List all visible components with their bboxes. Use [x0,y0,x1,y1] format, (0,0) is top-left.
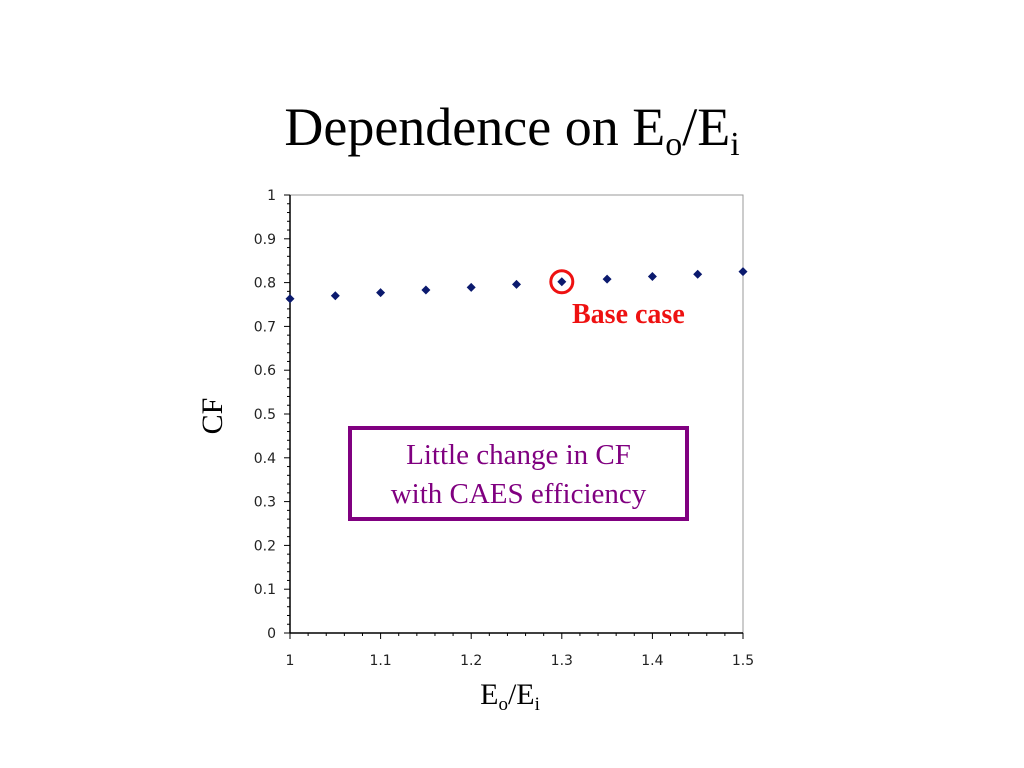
y-tick-label: 0.9 [254,232,276,248]
annotation-line-2: with CAES efficiency [390,478,647,510]
y-tick-label: 0.7 [254,319,276,335]
data-point [330,291,340,301]
data-point [693,269,703,279]
data-point [738,267,748,277]
annotation-box: Little change in CF with CAES efficiency [348,426,689,521]
x-tick-label: 1.1 [369,653,391,669]
y-tick-label: 0.2 [254,538,276,554]
x-tick-label: 1.2 [460,653,482,669]
base-case-circle [549,269,575,295]
plot-area [289,194,744,634]
data-point [376,288,386,298]
x-tick-label: 1.5 [732,653,754,669]
data-point [466,282,476,292]
x-axis-label: Eo/Ei [480,678,540,715]
y-tick-label: 0.5 [254,407,276,423]
data-point [647,271,657,281]
y-tick-label: 0.1 [254,582,276,598]
data-point [512,279,521,289]
y-tick-label: 0 [267,626,276,642]
data-point [421,285,431,295]
y-tick-label: 0.3 [254,495,276,511]
y-tick-label: 0.6 [254,363,276,379]
x-tick-label: 1.3 [551,653,573,669]
y-tick-label: 1 [267,188,276,204]
x-tick-label: 1 [286,653,295,669]
y-axis-label: CF [196,397,229,435]
page-title: Dependence on Eo/Ei [284,97,740,163]
y-tick-label: 0.8 [254,276,276,292]
base-case-label: Base case [572,299,685,330]
y-tick-label: 0.4 [254,451,276,467]
data-point [602,274,612,284]
data-point [557,277,567,287]
data-point [285,294,295,304]
x-tick-label: 1.4 [641,653,663,669]
annotation-line-1: Little change in CF [406,439,631,471]
